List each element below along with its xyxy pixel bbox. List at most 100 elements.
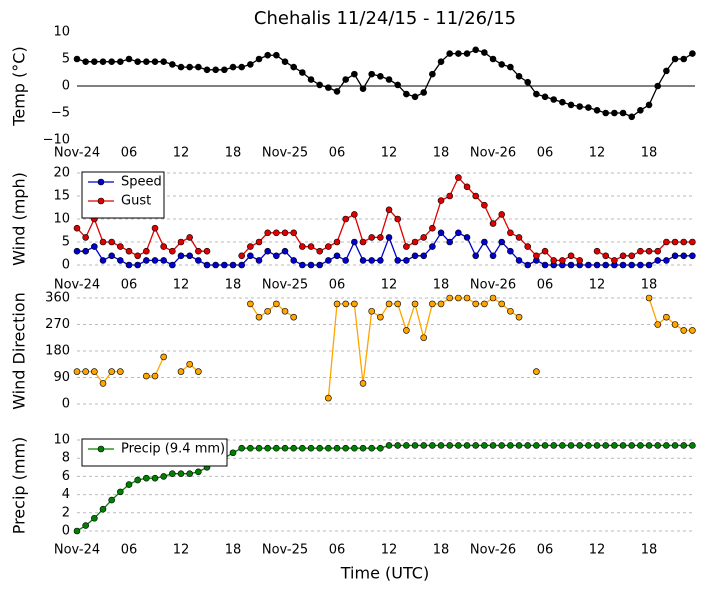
y-tick-label: 0 <box>62 79 70 94</box>
legend-label: Precip (9.4 mm) <box>121 442 225 457</box>
data-point <box>654 442 662 449</box>
x-tick-label: 18 <box>433 278 450 293</box>
y-tick-label: 360 <box>45 291 70 306</box>
x-tick-label: 12 <box>589 146 606 161</box>
data-point <box>524 442 532 449</box>
data-point <box>82 368 89 375</box>
data-point <box>186 360 193 368</box>
data-point <box>437 442 445 449</box>
data-point <box>229 449 237 457</box>
y-tick-label: 10 <box>53 433 70 448</box>
data-point <box>238 261 245 269</box>
data-point <box>351 300 358 308</box>
data-point <box>290 444 297 452</box>
data-point <box>689 442 696 449</box>
data-point <box>385 206 393 214</box>
x-tick-label: 18 <box>641 543 658 558</box>
y-axis-label: Temp (°C) <box>10 46 29 126</box>
data-point <box>585 104 592 111</box>
data-point <box>489 294 497 302</box>
data-point <box>73 55 81 63</box>
x-tick-label: Nov-24 <box>54 543 100 558</box>
data-point <box>472 442 480 449</box>
data-point <box>229 63 237 71</box>
data-point <box>628 442 636 449</box>
data-point <box>489 55 497 63</box>
data-point <box>290 229 297 237</box>
data-point <box>351 211 358 218</box>
y-tick-label: 0 <box>62 397 70 412</box>
data-point <box>108 368 115 375</box>
data-point <box>351 70 358 78</box>
y-tick-label: 15 <box>53 189 70 204</box>
data-point <box>645 442 653 449</box>
data-point <box>463 234 471 241</box>
y-axis-label: Wind (mph) <box>10 172 29 266</box>
data-point <box>273 51 280 59</box>
data-point <box>524 243 532 250</box>
data-point <box>559 257 566 264</box>
data-point <box>273 444 280 452</box>
data-point <box>247 252 254 260</box>
y-tick-label: 0 <box>62 524 70 539</box>
data-point <box>680 442 688 449</box>
data-point <box>559 98 566 106</box>
data-point <box>238 252 245 260</box>
data-point <box>290 257 297 264</box>
data-point <box>368 234 375 241</box>
data-point <box>238 444 245 452</box>
data-point <box>680 252 688 260</box>
data-point <box>585 442 592 449</box>
data-point <box>689 327 696 334</box>
data-point <box>515 257 523 264</box>
data-point <box>541 261 549 269</box>
data-point <box>585 261 592 269</box>
data-point <box>333 252 341 260</box>
chart-title: Chehalis 11/24/15 - 11/26/15 <box>254 8 516 29</box>
data-point <box>576 442 584 449</box>
data-point <box>394 257 402 264</box>
y-tick-label: 20 <box>53 166 70 181</box>
data-point <box>333 444 341 452</box>
y-tick-label: 2 <box>62 505 70 520</box>
data-point <box>342 300 349 308</box>
data-point <box>411 252 419 260</box>
data-point <box>645 101 653 109</box>
data-point <box>316 81 323 89</box>
x-tick-label: Nov-25 <box>262 543 308 558</box>
data-point <box>533 368 540 375</box>
data-point <box>333 88 341 95</box>
x-tick-label: Nov-24 <box>54 278 100 293</box>
x-tick-label: 06 <box>121 278 138 293</box>
data-point <box>203 261 211 269</box>
data-point <box>593 261 601 269</box>
data-point <box>446 238 454 246</box>
data-point <box>550 442 558 449</box>
data-point <box>359 444 367 452</box>
data-point <box>455 294 462 302</box>
legend-box <box>81 438 228 467</box>
data-point <box>377 444 384 452</box>
data-point <box>212 261 219 269</box>
data-point <box>264 307 271 315</box>
data-point <box>281 58 289 66</box>
data-point <box>377 257 384 264</box>
y-tick-label: 0 <box>62 258 70 273</box>
data-point <box>481 300 488 308</box>
data-point <box>411 93 419 101</box>
data-point <box>394 300 402 308</box>
data-point <box>429 224 436 232</box>
data-point <box>446 50 454 57</box>
data-point <box>99 58 107 66</box>
x-tick-label: 06 <box>537 146 554 161</box>
data-point <box>91 368 98 375</box>
data-point <box>359 238 367 246</box>
data-point <box>628 261 636 269</box>
data-point <box>472 300 480 308</box>
data-point <box>264 444 271 452</box>
data-point <box>533 90 540 98</box>
x-tick-label: Nov-26 <box>470 278 516 293</box>
x-tick-label: 06 <box>329 543 346 558</box>
data-point <box>593 442 601 449</box>
